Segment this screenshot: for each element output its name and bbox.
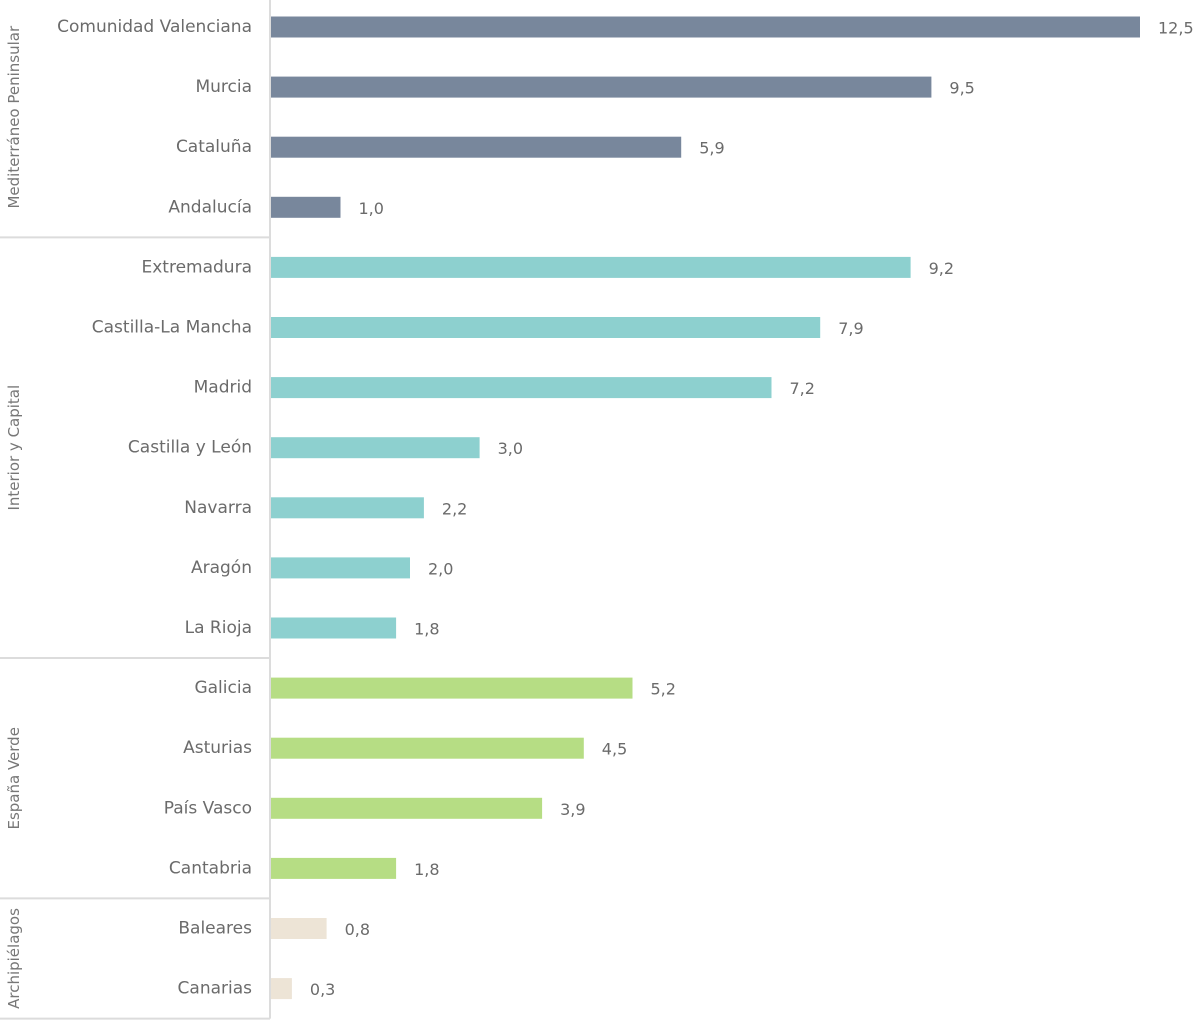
data-label: 7,2 (790, 379, 815, 398)
data-label: 3,0 (498, 439, 523, 458)
group-label: Mediterráneo Peninsular (5, 25, 23, 209)
category-label: Andalucía (168, 197, 252, 217)
data-label: 5,2 (651, 680, 676, 699)
bar (271, 196, 341, 218)
category-label: Baleares (178, 919, 252, 939)
category-label: Castilla-La Mancha (92, 318, 252, 338)
data-label: 5,9 (699, 139, 724, 158)
category-label: Asturias (183, 738, 252, 758)
bar (271, 617, 397, 639)
data-label: 1,0 (359, 199, 384, 218)
bar (271, 136, 682, 158)
category-label: País Vasco (164, 798, 252, 818)
data-label: 12,5 (1158, 19, 1194, 38)
bar (271, 918, 327, 939)
bar (271, 677, 633, 699)
category-label: Madrid (194, 378, 252, 398)
bar (271, 256, 911, 278)
bar (271, 737, 584, 759)
bar (271, 497, 424, 519)
category-label: Comunidad Valenciana (57, 17, 252, 37)
data-label: 9,2 (929, 259, 954, 278)
data-label: 2,0 (428, 559, 453, 578)
data-label: 1,8 (414, 620, 439, 639)
data-label: 9,5 (949, 79, 974, 98)
group-label: España Verde (5, 727, 23, 829)
bar (271, 16, 1140, 38)
data-label: 7,9 (838, 319, 863, 338)
bar (271, 377, 772, 399)
category-label: La Rioja (185, 618, 252, 638)
category-label: Murcia (195, 77, 252, 97)
data-label: 3,9 (560, 800, 585, 819)
bar (271, 857, 397, 879)
bar (271, 76, 932, 98)
category-label: Navarra (184, 498, 252, 518)
group-label: Archipiélagos (5, 908, 23, 1009)
category-label: Cataluña (176, 137, 252, 157)
data-label: 1,8 (414, 860, 439, 879)
data-label: 2,2 (442, 499, 467, 518)
bar (271, 557, 410, 579)
bar (271, 437, 480, 459)
data-label: 4,5 (602, 740, 627, 759)
bar (271, 797, 543, 819)
bar (271, 978, 292, 1000)
group-label: Interior y Capital (5, 385, 23, 511)
category-label: Extremadura (142, 257, 253, 277)
category-label: Cantabria (169, 858, 252, 878)
category-label: Aragón (191, 558, 252, 578)
category-label: Castilla y León (128, 438, 252, 458)
category-label: Galicia (194, 678, 252, 698)
data-label: 0,8 (345, 920, 370, 939)
data-label: 0,3 (310, 980, 335, 999)
category-label: Canarias (178, 979, 253, 999)
bar (271, 317, 821, 338)
